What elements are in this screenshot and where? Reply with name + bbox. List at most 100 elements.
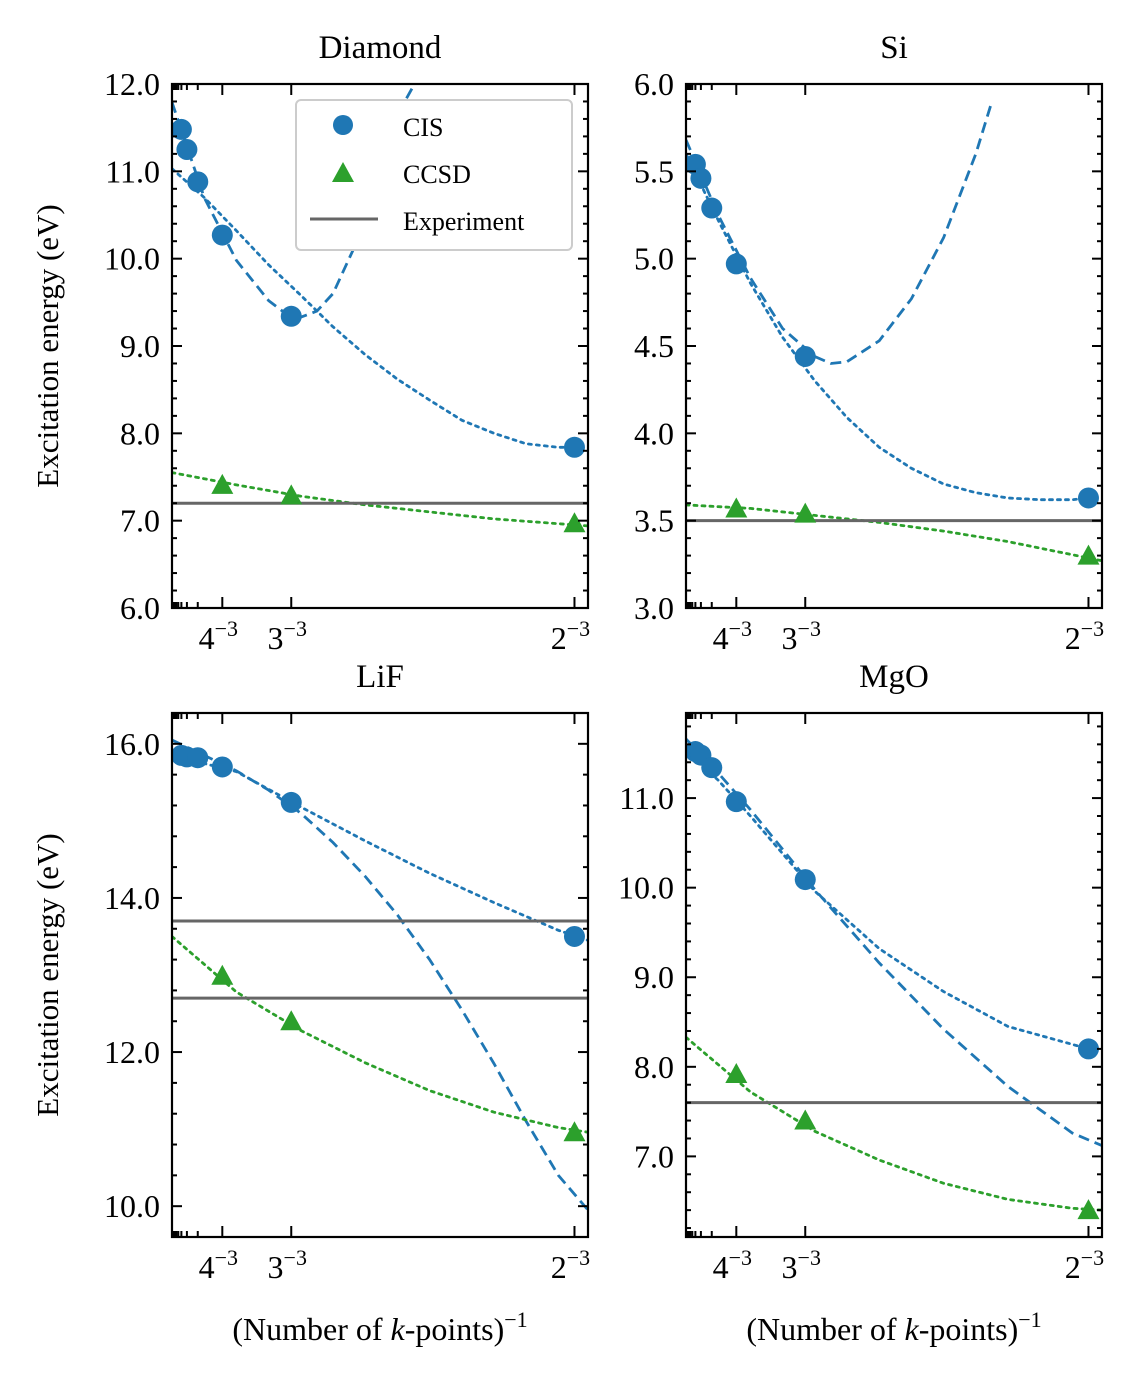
cis-point (280, 305, 302, 327)
x-tick-label: 4−3 (713, 1245, 752, 1285)
legend-ccsd-label: CCSD (403, 160, 471, 189)
ccsd-point (280, 1010, 303, 1031)
plot-area (686, 738, 1102, 1220)
ccsd-point (563, 1121, 586, 1142)
ccsd-point (1077, 544, 1100, 565)
axes-frame (170, 711, 590, 1239)
ccsd-point (725, 1062, 748, 1083)
cis-point (211, 756, 233, 778)
cis-point (794, 869, 816, 891)
legend-cis-marker (333, 115, 353, 135)
y-tick-label: 16.0 (104, 726, 160, 762)
cis-point (690, 167, 712, 189)
x-tick-label: 4−3 (713, 616, 752, 656)
y-tick-label: 5.0 (634, 241, 674, 277)
cis-point (725, 253, 747, 275)
cis-point (176, 139, 198, 160)
y-tick-label: 12.0 (104, 66, 160, 102)
ccsd-fit-dotted-curve (686, 503, 1102, 563)
y-tick-label: 11.0 (105, 153, 160, 189)
y-tick-label: 5.5 (634, 153, 674, 189)
x-tick-label: 2−3 (551, 1245, 590, 1285)
y-tick-label: 6.0 (634, 66, 674, 102)
x-tick-label: 3−3 (268, 1245, 307, 1285)
cis-point (1077, 487, 1099, 509)
cis-fit-dashed-curve (686, 738, 1102, 1147)
cis-point (280, 791, 302, 813)
ccsd-point (1077, 1199, 1100, 1220)
ccsd-point (211, 964, 234, 985)
panel-si: Si 3.0 3.5 4.0 4.5 5.0 5.5 6.0 4−3 3−3 2−3 (634, 30, 1104, 656)
x-tick-label: 3−3 (268, 616, 307, 656)
panel-title: Si (880, 30, 908, 66)
x-tick-label: 2−3 (1065, 1245, 1104, 1285)
cis-point (794, 345, 816, 367)
y-tick-label: 14.0 (104, 880, 160, 916)
y-tick-label: 11.0 (619, 780, 674, 816)
y-tick-label: 7.0 (634, 1138, 674, 1174)
cis-fit-dashed-curve (172, 84, 416, 319)
panel-title: Diamond (319, 30, 442, 66)
x-tick-label: 2−3 (1065, 616, 1104, 656)
legend-ccsd-marker (332, 162, 354, 182)
legend-frame (295, 99, 573, 251)
x-axis-label: (Number of k-points)−1 (746, 1307, 1041, 1347)
cis-point (211, 224, 233, 246)
x-tick-label: 4−3 (199, 1245, 238, 1285)
ccsd-point (211, 473, 234, 494)
legend-cis-label: CIS (403, 113, 443, 142)
y-tick-label: 6.0 (120, 590, 160, 626)
y-tick-label: 4.0 (634, 415, 674, 451)
ccsd-point (794, 1109, 817, 1130)
cis-point (563, 436, 585, 458)
cis-point (701, 757, 723, 779)
ccsd-fit-dotted-curve (686, 1035, 1102, 1212)
cis-fit-dotted-curve (172, 754, 588, 942)
ccsd-point (280, 484, 303, 505)
y-axis-label: Excitation energy (eV) (30, 833, 65, 1116)
cis-point (725, 791, 747, 813)
cis-point (1077, 1038, 1099, 1060)
cis-fit-dotted-curve (172, 167, 576, 449)
y-tick-label: 9.0 (634, 959, 674, 995)
panel-title: MgO (859, 659, 929, 695)
y-tick-label: 10.0 (104, 1188, 160, 1224)
x-tick-label: 3−3 (782, 1245, 821, 1285)
axes-frame (684, 711, 1104, 1239)
y-tick-label: 10.0 (618, 870, 674, 906)
panel-lif: LiF 10.0 12.0 14.0 16.0 4−3 3−3 2−3 Excitation e… (30, 659, 590, 1347)
panel-title: LiF (356, 659, 404, 695)
ccsd-point (794, 502, 817, 523)
y-tick-label: 3.0 (634, 590, 674, 626)
y-tick-label: 12.0 (104, 1034, 160, 1070)
ccsd-point (725, 497, 748, 518)
cis-point (563, 925, 585, 947)
cis-point (187, 171, 209, 193)
cis-fit-dotted-curve (686, 152, 1090, 502)
x-tick-label: 2−3 (551, 616, 590, 656)
ccsd-point (563, 512, 586, 533)
y-tick-label: 8.0 (634, 1049, 674, 1085)
x-tick-label: 3−3 (782, 616, 821, 656)
cis-point (172, 118, 192, 140)
y-tick-label: 3.5 (634, 503, 674, 539)
y-tick-label: 4.5 (634, 328, 674, 364)
axes-frame (170, 82, 590, 610)
plot-area (172, 738, 588, 1211)
y-tick-label: 9.0 (120, 328, 160, 364)
panel-mgo: MgO 7.0 8.0 9.0 10.0 11.0 4−3 3−3 2−3 (Number of … (618, 659, 1104, 1347)
legend: CIS CCSD Experiment (295, 99, 573, 251)
plot-area (172, 84, 588, 533)
y-tick-label: 7.0 (120, 503, 160, 539)
ccsd-fit-dotted-curve (172, 471, 588, 528)
x-axis-label: (Number of k-points)−1 (232, 1307, 527, 1347)
x-tick-label: 4−3 (199, 616, 238, 656)
cis-point (701, 197, 723, 219)
cis-point (187, 747, 209, 769)
legend-experiment-label: Experiment (403, 207, 525, 236)
panel-diamond: Diamond 6.0 7.0 8.0 9.0 10.0 11.0 12.0 4−3 3−3 2−3… (30, 30, 590, 656)
y-tick-label: 8.0 (120, 415, 160, 451)
y-tick-label: 10.0 (104, 241, 160, 277)
axes-frame (684, 82, 1104, 610)
